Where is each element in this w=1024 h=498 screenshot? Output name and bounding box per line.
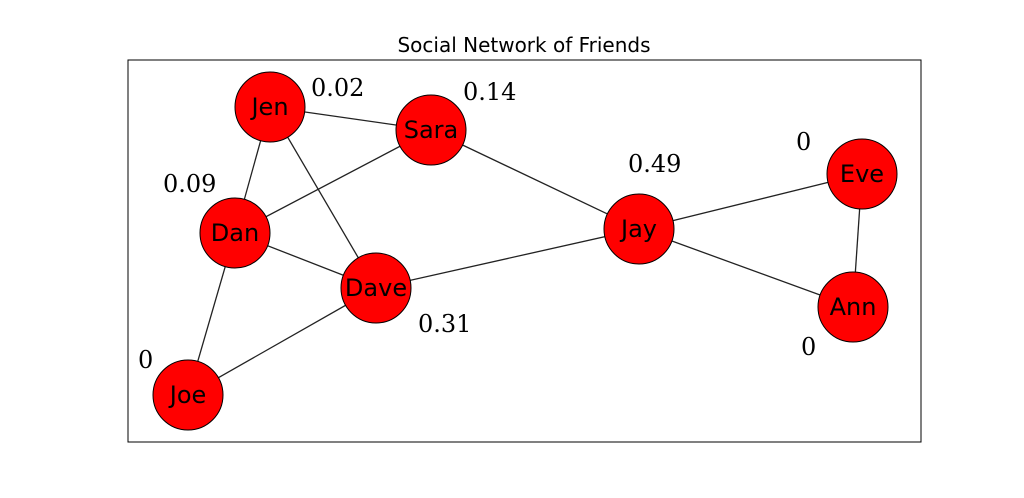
node-ann: Ann xyxy=(817,271,889,343)
node-circle-dave xyxy=(340,252,412,324)
node-jay: Jay xyxy=(603,193,675,265)
metric-label-eve: 0 xyxy=(796,128,811,156)
edge-dave-jay xyxy=(375,228,640,289)
node-dan: Dan xyxy=(199,197,271,269)
node-circle-dan xyxy=(199,197,271,269)
node-label-jen: Jen xyxy=(249,93,288,121)
metrics-layer: 0.02 0.14 0.09 0.31 0 0.49 0 0 xyxy=(138,74,816,374)
edge-sara-dan xyxy=(234,129,432,234)
node-label-ann: Ann xyxy=(830,293,877,321)
node-joe: Joe xyxy=(152,359,224,431)
edges-layer xyxy=(187,106,863,396)
plot-frame xyxy=(127,59,922,443)
node-label-joe: Joe xyxy=(168,381,207,409)
node-circle-ann xyxy=(817,271,889,343)
node-label-eve: Eve xyxy=(840,160,884,188)
node-circle-jen xyxy=(234,71,306,143)
node-label-dan: Dan xyxy=(211,219,259,247)
node-circle-joe xyxy=(152,359,224,431)
node-circle-jay xyxy=(603,193,675,265)
metric-label-sara: 0.14 xyxy=(463,78,516,106)
node-label-sara: Sara xyxy=(404,116,459,144)
node-label-jay: Jay xyxy=(619,215,657,243)
edge-jay-ann xyxy=(638,228,854,308)
node-label-dave: Dave xyxy=(345,274,407,302)
metric-label-dan: 0.09 xyxy=(163,170,216,198)
edge-dave-joe xyxy=(187,287,377,396)
metric-label-jay: 0.49 xyxy=(628,150,681,178)
node-circle-eve xyxy=(826,138,898,210)
metric-label-jen: 0.02 xyxy=(311,74,364,102)
metric-label-joe: 0 xyxy=(138,346,153,374)
metric-label-ann: 0 xyxy=(801,333,816,361)
nodes-layer: Jen Sara Dan Dave Joe Jay Eve Ann xyxy=(152,71,898,431)
edge-sara-jay xyxy=(430,129,640,230)
metric-label-dave: 0.31 xyxy=(418,310,471,338)
node-circle-sara xyxy=(395,94,467,166)
figure-title: Social Network of Friends xyxy=(397,33,650,57)
node-sara: Sara xyxy=(395,94,467,166)
node-jen: Jen xyxy=(234,71,306,143)
node-eve: Eve xyxy=(826,138,898,210)
node-dave: Dave xyxy=(340,252,412,324)
edge-jay-eve xyxy=(638,173,863,230)
